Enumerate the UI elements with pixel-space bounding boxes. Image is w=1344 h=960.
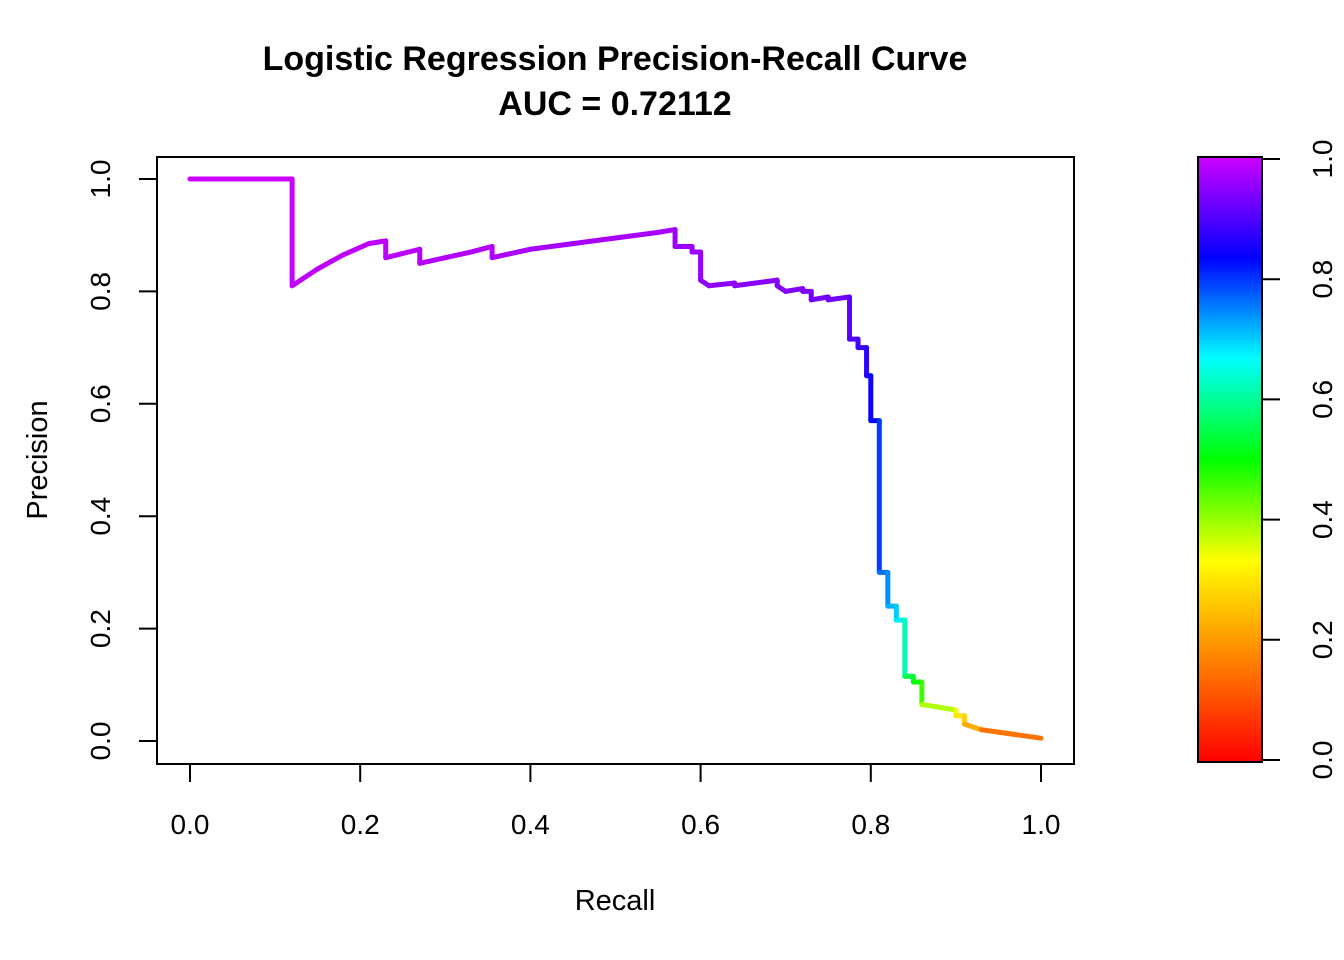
colorbar-tick-label: 0.4 [1307,500,1338,539]
chart-subtitle: AUC = 0.72112 [498,85,731,123]
colorbar [1197,156,1263,763]
x-tick-label: 0.4 [511,809,550,840]
pr-curve-segment [489,246,533,261]
pr-curve-segment [732,277,780,289]
pr-curve-segment [978,727,1044,741]
pr-curve-segment [825,294,853,303]
pr-curve-segment [570,235,618,247]
y-tick-label: 0.4 [85,497,116,536]
colorbar-tick-label: 0.6 [1307,380,1338,419]
pr-curve-segment [527,241,576,252]
pr-curve-segment [919,701,959,713]
pr-curve-segment [442,249,474,261]
pr-curve-segment [293,266,321,286]
x-tick-label: 0.6 [681,809,720,840]
pr-curve-segment [961,721,984,733]
x-tick-label: 0.0 [171,809,210,840]
y-tick-label: 0.0 [85,722,116,761]
colorbar-tick-label: 1.0 [1307,140,1338,179]
pr-curve-segment [613,229,661,241]
x-tick-label: 0.8 [851,809,890,840]
colorbar-axis: 0.0 0.2 0.4 0.6 0.8 1.0 [1262,140,1338,780]
pr-curve-segment [808,294,831,303]
x-axis-label: Recall [575,885,656,917]
pr-curve-segment [315,252,346,272]
y-tick-label: 0.8 [85,272,116,311]
pr-curve-segment [340,241,372,258]
pr-curve-segment [366,238,389,247]
x-axis: 0.0 0.2 0.4 0.6 0.8 1.0 [171,763,1061,840]
colorbar-tick-label: 0.0 [1307,741,1338,780]
pr-curve-segment [468,243,495,255]
chart-title: Logistic Regression Precision-Recall Cur… [263,40,968,78]
pr-curve-segment [417,255,448,266]
pr-curve-segment [655,227,678,235]
pr-curve-segment [706,280,738,289]
y-axis: 0.0 0.2 0.4 0.6 0.8 1.0 [85,160,158,761]
y-tick-label: 0.6 [85,384,116,423]
y-axis-label: Precision [22,400,54,519]
colorbar-tick-label: 0.2 [1307,620,1338,659]
pr-curve-series [187,176,1044,741]
pr-curve-segment [783,286,806,294]
y-tick-label: 0.2 [85,609,116,648]
x-tick-label: 1.0 [1022,809,1061,840]
x-tick-label: 0.2 [341,809,380,840]
pr-curve-segment [383,246,423,261]
y-tick-label: 1.0 [85,160,116,199]
colorbar-tick-label: 0.8 [1307,260,1338,299]
